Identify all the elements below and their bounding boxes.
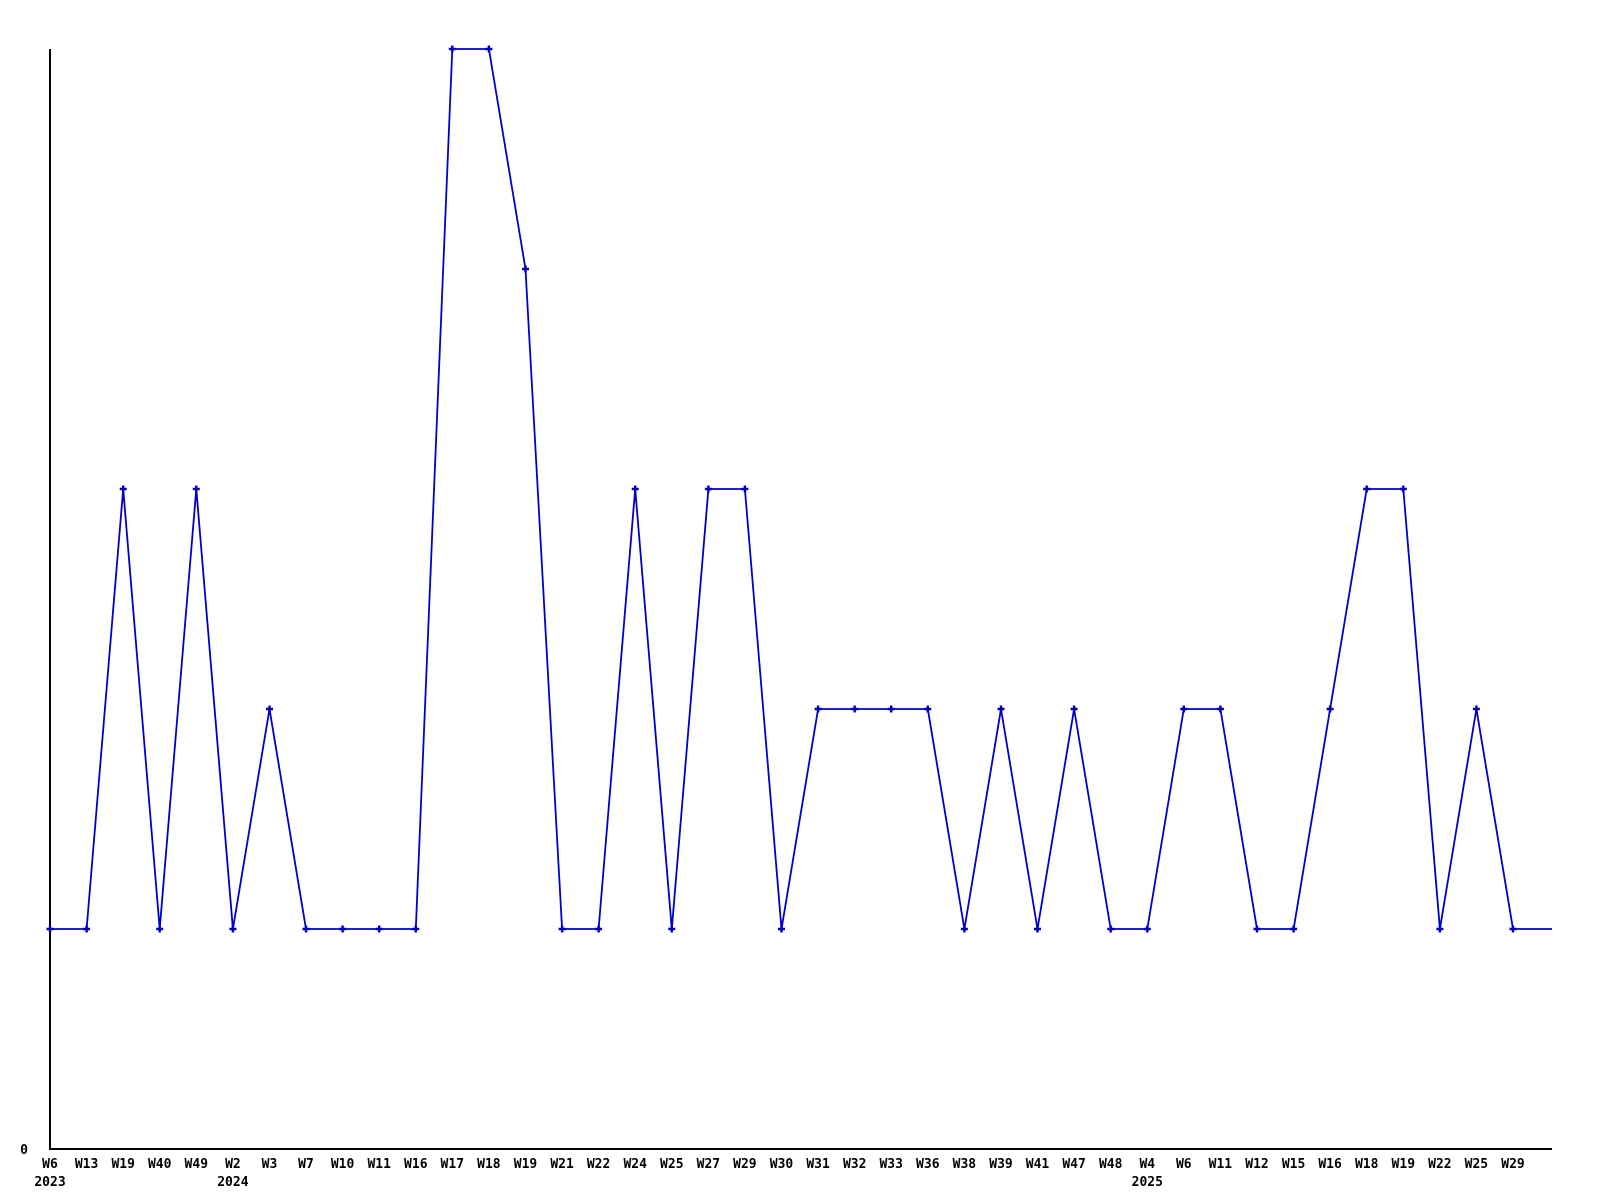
x-tick-label: W4 <box>1139 1157 1155 1172</box>
x-tick-label: W16 <box>1318 1157 1342 1172</box>
x-tick-label: W15 <box>1282 1157 1305 1172</box>
data-point-marker <box>1509 925 1517 933</box>
x-axis-year-label: 2023 <box>34 1175 65 1190</box>
x-tick-label: W27 <box>697 1157 720 1172</box>
x-tick-label: W21 <box>550 1157 574 1172</box>
data-point-marker <box>192 485 200 493</box>
x-tick-label: W41 <box>1026 1157 1050 1172</box>
x-tick-label: W19 <box>111 1157 134 1172</box>
x-tick-label: W25 <box>660 1157 683 1172</box>
data-point-marker <box>448 45 456 53</box>
x-tick-label: W33 <box>879 1157 902 1172</box>
data-point-marker <box>302 925 310 933</box>
x-tick-label: W11 <box>367 1157 391 1172</box>
data-point-marker <box>741 485 749 493</box>
data-point-marker <box>46 925 54 933</box>
x-tick-label: W13 <box>75 1157 98 1172</box>
data-point-marker <box>558 925 566 933</box>
data-point-marker <box>1472 705 1480 713</box>
x-axis-year-label: 2024 <box>217 1175 248 1190</box>
data-point-marker <box>229 925 237 933</box>
data-point-marker <box>1253 925 1261 933</box>
data-point-marker <box>704 485 712 493</box>
x-tick-label: W31 <box>806 1157 830 1172</box>
x-tick-label: W19 <box>514 1157 537 1172</box>
x-tick-label: W29 <box>1501 1157 1524 1172</box>
data-point-marker <box>83 925 91 933</box>
x-tick-label: W24 <box>623 1157 647 1172</box>
x-tick-label: W36 <box>916 1157 940 1172</box>
x-tick-label: W19 <box>1392 1157 1415 1172</box>
data-point-marker <box>924 705 932 713</box>
data-point-marker <box>1070 705 1078 713</box>
x-tick-label: W6 <box>42 1157 58 1172</box>
data-point-marker <box>778 925 785 933</box>
x-tick-label: W49 <box>185 1157 208 1172</box>
data-point-marker <box>1034 925 1041 933</box>
data-point-marker <box>1326 705 1334 713</box>
data-point-marker <box>412 925 420 933</box>
data-point-marker <box>1216 705 1224 713</box>
x-tick-label: W3 <box>262 1157 278 1172</box>
x-tick-label: W32 <box>843 1157 866 1172</box>
x-tick-label: W38 <box>953 1157 977 1172</box>
data-point-marker <box>266 705 273 713</box>
data-point-marker <box>631 485 639 493</box>
x-tick-label: W25 <box>1465 1157 1488 1172</box>
axes <box>49 49 1552 1150</box>
data-point-marker <box>119 485 127 493</box>
data-line <box>50 48 1552 930</box>
data-point-marker <box>1436 925 1444 933</box>
x-tick-label: W22 <box>587 1157 610 1172</box>
data-point-marker <box>997 705 1005 713</box>
data-point-marker <box>1143 925 1151 933</box>
data-point-marker <box>1107 925 1115 933</box>
x-tick-label: W2 <box>225 1157 241 1172</box>
data-point-marker <box>339 925 347 933</box>
x-tick-label: W29 <box>733 1157 756 1172</box>
x-tick-label: W10 <box>331 1157 355 1172</box>
data-point-marker <box>595 925 603 933</box>
x-tick-label: W12 <box>1245 1157 1268 1172</box>
x-axis-year-label: 2025 <box>1132 1175 1163 1190</box>
x-tick-label: W18 <box>477 1157 501 1172</box>
x-tick-label: W40 <box>148 1157 172 1172</box>
x-tick-label: W47 <box>1062 1157 1085 1172</box>
data-point-marker <box>851 705 859 713</box>
y-axis-zero-label: 0 <box>20 1143 28 1158</box>
data-point-marker <box>1180 705 1188 713</box>
x-tick-label: W22 <box>1428 1157 1451 1172</box>
x-tick-label: W30 <box>770 1157 794 1172</box>
x-tick-label: W17 <box>441 1157 464 1172</box>
x-tick-label: W48 <box>1099 1157 1123 1172</box>
data-point-marker <box>375 925 383 933</box>
data-point-marker <box>1363 485 1371 493</box>
data-point-marker <box>1290 925 1298 933</box>
x-tick-label: W6 <box>1176 1157 1192 1172</box>
data-point-marker <box>887 705 895 713</box>
data-point-marker <box>814 705 822 713</box>
data-point-marker <box>960 925 968 933</box>
x-tick-label: W11 <box>1209 1157 1233 1172</box>
x-tick-label: W7 <box>298 1157 314 1172</box>
data-point-marker <box>668 925 676 933</box>
x-tick-label: W39 <box>989 1157 1012 1172</box>
data-point-marker <box>485 45 493 53</box>
x-tick-label: W18 <box>1355 1157 1379 1172</box>
data-point-marker <box>522 265 529 273</box>
data-point-marker <box>1399 485 1407 493</box>
data-point-marker <box>156 925 164 933</box>
x-tick-label: W16 <box>404 1157 428 1172</box>
